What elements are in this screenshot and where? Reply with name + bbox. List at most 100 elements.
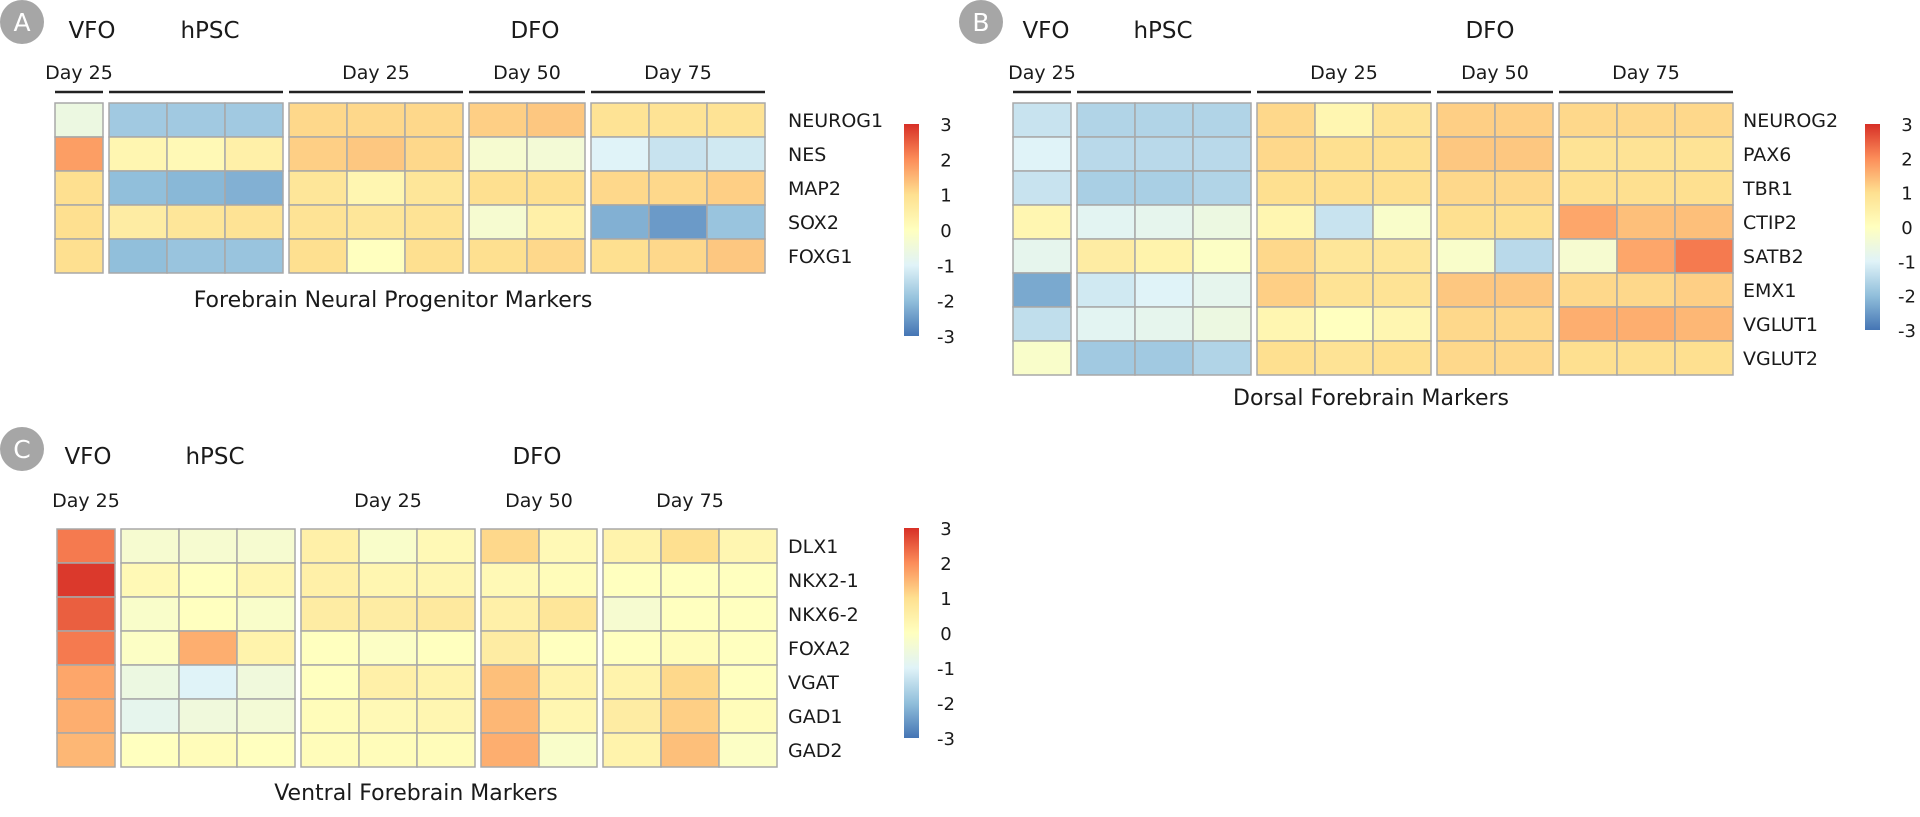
heatmap-cell (1076, 306, 1136, 342)
group-label-dfo: DFO (1465, 18, 1514, 44)
heatmap-cell (1436, 102, 1496, 138)
color-scale-tick: -1 (937, 659, 955, 680)
heatmap-cell (538, 664, 598, 700)
heatmap-cell (590, 204, 650, 240)
heatmap-cell (1192, 102, 1252, 138)
heatmap-cell (288, 136, 348, 172)
heatmap-cell (1192, 306, 1252, 342)
heatmap-cell (1256, 170, 1316, 206)
panel-badge-circle (0, 0, 44, 44)
color-scale-bar (904, 124, 919, 336)
color-scale: 3 2 1 0 -1 -2 -3 (904, 115, 955, 348)
heatmap-cell (1616, 238, 1676, 274)
heatmap-cell (538, 698, 598, 734)
heatmap-cell (54, 102, 104, 138)
heatmap-cell (1256, 340, 1316, 376)
heatmap-cell (1076, 340, 1136, 376)
heatmap-cell (1494, 170, 1554, 206)
heatmap-cell (526, 238, 586, 274)
heatmap-cell (1256, 238, 1316, 274)
heatmap-cell (120, 698, 180, 734)
row-label: MAP2 (788, 178, 841, 200)
heatmap-cell (468, 204, 528, 240)
heatmap-cell (1436, 306, 1496, 342)
heatmap-cell (1134, 238, 1194, 274)
heatmap-cell (1012, 102, 1072, 138)
row-label: GAD2 (788, 740, 842, 762)
heatmap-cell (1674, 238, 1734, 274)
day-label: Day 25 (52, 490, 120, 512)
heatmap-cell (1076, 204, 1136, 240)
heatmap-cell (346, 238, 406, 274)
heatmap-cell (1134, 306, 1194, 342)
heatmap-cell (416, 664, 476, 700)
heatmap-cell (166, 204, 226, 240)
heatmap-cell (358, 562, 418, 598)
day-label: Day 25 (354, 490, 422, 512)
heatmap-cell (1192, 272, 1252, 308)
heatmap-cell (1076, 238, 1136, 274)
heatmap-cell (108, 170, 168, 206)
panel-badge-circle (959, 0, 1003, 44)
heatmap-cell (538, 528, 598, 564)
panel-badge: C (0, 427, 44, 471)
heatmap-cell (404, 238, 464, 274)
heatmap-cell (404, 204, 464, 240)
heatmap-cell (416, 630, 476, 666)
heatmap-cell (590, 136, 650, 172)
row-label: NKX6-2 (788, 604, 859, 626)
row-label: NEUROG2 (1743, 110, 1838, 132)
heatmap-cell (288, 102, 348, 138)
heatmap-cell (56, 528, 116, 564)
heatmap-cell (590, 102, 650, 138)
heatmap-cell (1192, 204, 1252, 240)
heatmap-cell (1372, 136, 1432, 172)
heatmap-cell (538, 596, 598, 632)
heatmap-cell (1372, 272, 1432, 308)
heatmap-cell (1558, 306, 1618, 342)
row-label: PAX6 (1743, 144, 1791, 166)
heatmap-cell (178, 630, 238, 666)
heatmap-cell (236, 562, 296, 598)
heatmap-cell (1558, 136, 1618, 172)
color-scale: 3 2 1 0 -1 -2 -3 (1865, 115, 1916, 342)
heatmap-cell (1372, 204, 1432, 240)
heatmap-cell (1134, 136, 1194, 172)
color-scale-tick: 2 (940, 554, 951, 575)
row-label: NES (788, 144, 826, 166)
heatmap-cell (1012, 340, 1072, 376)
heatmap-cell (224, 204, 284, 240)
heatmap-cell (1674, 136, 1734, 172)
heatmap-cell (56, 630, 116, 666)
heatmap-cell (358, 698, 418, 734)
heatmap-cell (648, 136, 708, 172)
heatmap-cell (602, 562, 662, 598)
heatmap-cell (718, 630, 778, 666)
heatmap-cell (1192, 340, 1252, 376)
heatmap-panel-c: C VFO hPSC DFO Day 25 Day 25 Day 50 Day 75 DLX1 N… (0, 427, 955, 806)
heatmap-cell (224, 102, 284, 138)
heatmap-cell (1616, 136, 1676, 172)
heatmap-cell (1436, 136, 1496, 172)
heatmap-cell (602, 596, 662, 632)
heatmap-cell (602, 732, 662, 768)
heatmap-cell (1256, 136, 1316, 172)
heatmap-cell (718, 562, 778, 598)
color-scale-tick: 2 (940, 150, 951, 171)
heatmap-cell (54, 204, 104, 240)
heatmap-cell (120, 596, 180, 632)
heatmap-cell (1558, 102, 1618, 138)
heatmap-cell (1616, 204, 1676, 240)
heatmap-cell (178, 528, 238, 564)
heatmap-cell (1436, 272, 1496, 308)
heatmap-cell (648, 102, 708, 138)
row-label: SATB2 (1743, 246, 1804, 268)
day-label: Day 25 (342, 62, 410, 84)
heatmap-cell (1012, 272, 1072, 308)
heatmap-cell (1134, 340, 1194, 376)
heatmap-cell (178, 596, 238, 632)
heatmap-cell (1314, 340, 1374, 376)
heatmap-cell (178, 732, 238, 768)
heatmap-cell (358, 664, 418, 700)
